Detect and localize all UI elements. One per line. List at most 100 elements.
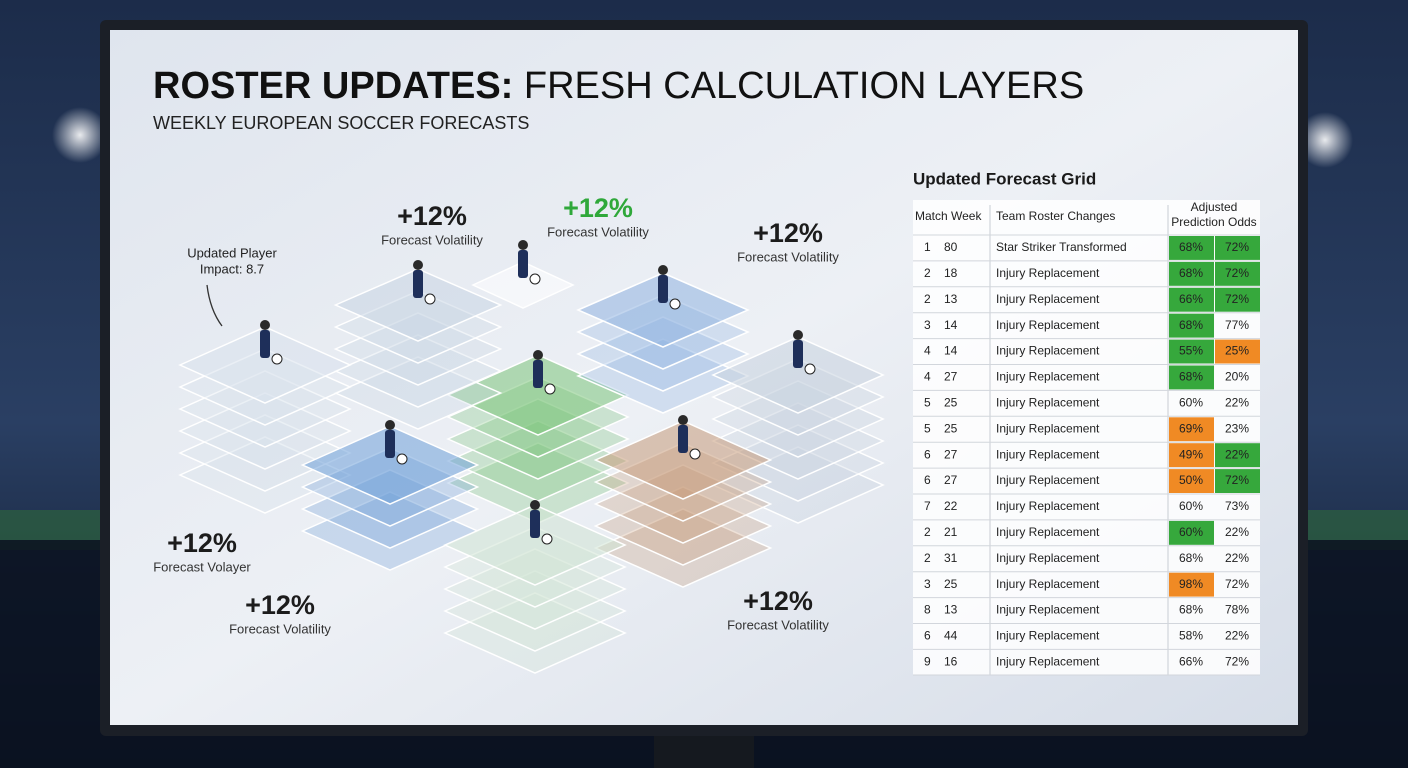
- title-rest: FRESH CALCULATION LAYERS: [524, 65, 1084, 107]
- ball: [396, 453, 408, 465]
- player-body: [260, 330, 270, 358]
- num-cell: 14: [944, 344, 958, 358]
- ball: [541, 533, 553, 545]
- change-cell: Injury Replacement: [996, 421, 1100, 435]
- week-cell: 1: [924, 240, 931, 254]
- change-cell: Injury Replacement: [996, 370, 1100, 384]
- layer: [443, 570, 627, 652]
- week-cell: 7: [924, 499, 931, 513]
- layer: [593, 508, 773, 588]
- odds-cell: 66%: [1179, 292, 1203, 306]
- callout-label: Forecast Volatility: [229, 621, 331, 636]
- layer: [711, 336, 885, 414]
- week-cell: 2: [924, 266, 931, 280]
- light: [1297, 112, 1353, 168]
- odds-highlight: [1215, 287, 1260, 312]
- callout-value: +12%: [245, 590, 315, 620]
- player-body: [533, 360, 543, 388]
- odds-cell: 72%: [1225, 240, 1249, 254]
- impact-line: Impact: 8.7: [200, 261, 264, 276]
- odds-cell: 22%: [1225, 396, 1249, 410]
- change-cell: Injury Replacement: [996, 551, 1100, 565]
- callout-label: Forecast Volatility: [727, 617, 829, 632]
- odds-cell: 68%: [1179, 603, 1203, 617]
- player-body: [530, 510, 540, 538]
- odds-highlight: [1169, 443, 1214, 468]
- num-cell: 25: [944, 421, 958, 435]
- odds-highlight: [1215, 339, 1260, 364]
- header-cell: Match Week: [915, 209, 982, 223]
- odds-cell: 49%: [1179, 447, 1203, 461]
- num-cell: 13: [944, 603, 958, 617]
- callout-label: Forecast Volatility: [737, 249, 839, 264]
- week-cell: 2: [924, 525, 931, 539]
- odds-cell: 68%: [1179, 551, 1203, 565]
- player-body: [413, 270, 423, 298]
- layer: [446, 442, 630, 524]
- odds-highlight: [1215, 236, 1260, 260]
- layer: [711, 424, 885, 502]
- layer: [576, 272, 750, 348]
- change-cell: Injury Replacement: [996, 655, 1100, 669]
- odds-highlight: [1169, 572, 1214, 597]
- odds-cell: 72%: [1225, 266, 1249, 280]
- odds-cell: 68%: [1179, 266, 1203, 280]
- layer: [471, 261, 575, 309]
- odds-highlight: [1215, 469, 1260, 493]
- callout-label: Forecast Volayer: [153, 559, 251, 574]
- layer: [443, 504, 627, 586]
- odds-cell: 20%: [1225, 370, 1249, 384]
- odds-cell: 23%: [1225, 421, 1249, 435]
- odds-cell: 78%: [1225, 603, 1249, 617]
- week-cell: 6: [924, 629, 931, 643]
- impact-line: Updated Player: [187, 245, 277, 260]
- odds-cell: 72%: [1225, 655, 1249, 669]
- num-cell: 18: [944, 266, 958, 280]
- week-cell: 2: [924, 292, 931, 306]
- odds-cell: 22%: [1225, 447, 1249, 461]
- ball: [689, 448, 701, 460]
- odds-cell: 25%: [1225, 344, 1249, 358]
- ball: [804, 363, 816, 375]
- player-head: [518, 240, 528, 250]
- player-head: [413, 260, 423, 270]
- callout-value: +12%: [397, 201, 467, 231]
- ball: [669, 298, 681, 310]
- week-cell: 3: [924, 577, 931, 591]
- player-head: [530, 500, 540, 510]
- week-cell: 2: [924, 551, 931, 565]
- player-body: [658, 275, 668, 303]
- odds-highlight: [1169, 236, 1214, 260]
- odds-highlight: [1169, 313, 1214, 338]
- odds-cell: 73%: [1225, 499, 1249, 513]
- odds-cell: 68%: [1179, 240, 1203, 254]
- light: [52, 107, 108, 163]
- callout-label: Forecast Volatility: [547, 224, 649, 239]
- num-cell: 25: [944, 577, 958, 591]
- num-cell: 25: [944, 396, 958, 410]
- player-body: [678, 425, 688, 453]
- change-cell: Injury Replacement: [996, 318, 1100, 332]
- num-cell: 44: [944, 629, 958, 643]
- ball: [544, 383, 556, 395]
- num-cell: 16: [944, 655, 958, 669]
- week-cell: 5: [924, 396, 931, 410]
- odds-cell: 58%: [1179, 629, 1203, 643]
- num-cell: 22: [944, 499, 958, 513]
- layer: [178, 326, 352, 404]
- odds-cell: 69%: [1179, 421, 1203, 435]
- odds-cell: 22%: [1225, 525, 1249, 539]
- week-cell: 3: [924, 318, 931, 332]
- callout-value: +12%: [743, 586, 813, 616]
- forecast-table: Updated Forecast Grid Match Week Team Rost…: [913, 169, 1260, 676]
- layer: [178, 392, 352, 470]
- change-cell: Injury Replacement: [996, 525, 1100, 539]
- change-cell: Injury Replacement: [996, 473, 1100, 487]
- change-cell: Injury Replacement: [996, 629, 1100, 643]
- odds-highlight: [1169, 469, 1214, 493]
- num-cell: 27: [944, 447, 958, 461]
- player-body: [385, 430, 395, 458]
- layer-stacks: [178, 240, 885, 674]
